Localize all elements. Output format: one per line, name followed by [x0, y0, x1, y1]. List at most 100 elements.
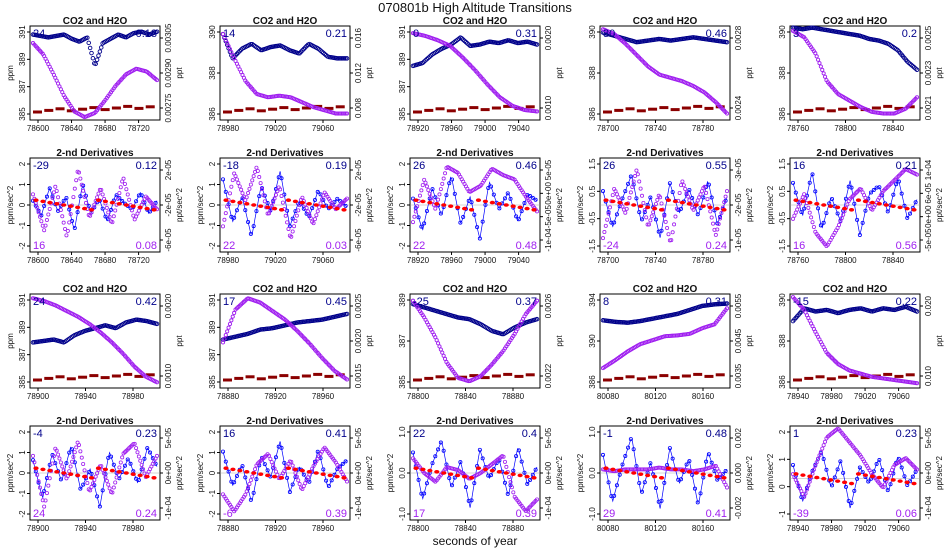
h2o-derivative-point: [797, 201, 802, 206]
co2-derivative-point: [480, 219, 485, 224]
x-tick-label: 79020: [264, 124, 287, 133]
panel-8: 2-nd Derivatives 78920 78960 79000 79040 -2 -1…: [386, 148, 564, 265]
panel-title: CO2 and H2O: [823, 284, 888, 295]
top-left-annotation: 26: [603, 160, 615, 172]
co2-derivative-point: [723, 468, 728, 473]
co2-derivative-point: [497, 206, 502, 211]
x-tick-label: 78940: [787, 392, 810, 401]
h2o-derivative-point: [511, 490, 516, 495]
h2o-derivative-point: [630, 184, 635, 189]
red-marker: [883, 476, 889, 481]
red-marker: [714, 474, 720, 479]
co2-derivative-point: [885, 488, 890, 493]
y-tick-label: -2: [208, 242, 217, 250]
co2-derivative-point: [891, 192, 896, 197]
h2o-derivative-point: [237, 184, 242, 189]
co2-derivative-point: [832, 475, 837, 480]
bottom-left-annotation: -6: [223, 508, 233, 520]
h2o-derivative-point: [915, 172, 920, 177]
h2o-derivative-point: [258, 181, 263, 186]
red-marker: [679, 468, 685, 473]
co2-derivative-point: [279, 445, 284, 450]
bottom-left-annotation: -24: [603, 240, 619, 252]
red-marker: [334, 474, 340, 479]
co2-point: [86, 40, 91, 46]
red-marker: [109, 200, 115, 205]
h2o-derivative-point: [613, 189, 618, 194]
co2-point: [515, 40, 520, 46]
h2o-point: [724, 111, 730, 116]
y-tick-label: 2: [208, 161, 217, 166]
panel-title: CO2 and H2O: [443, 16, 508, 27]
y2-tick-label: 5e-05: [544, 427, 553, 448]
y-tick-label: 1: [18, 450, 27, 455]
h2o-derivative-point: [99, 464, 104, 469]
co2-derivative-point: [818, 223, 823, 228]
top-right-annotation: 0.12: [136, 160, 157, 172]
red-marker: [427, 200, 433, 205]
h2o-derivative-point: [247, 186, 252, 191]
co2-derivative-point: [849, 185, 854, 190]
y2-tick-label: 0.00290: [164, 58, 173, 87]
co2-derivative-point: [243, 475, 248, 480]
co2-derivative-point: [888, 482, 893, 487]
h2o-derivative-point: [304, 206, 309, 211]
h2o-derivative-point: [297, 482, 302, 487]
co2-derivative-point: [128, 461, 133, 466]
y2-tick-label: 0.0035: [734, 363, 743, 388]
red-marker: [883, 203, 889, 207]
y-axis-label: ppm/sec^2: [6, 453, 15, 492]
co2-derivative-point: [103, 214, 108, 219]
h2o-derivative-point: [111, 485, 116, 490]
h2o-derivative-point: [305, 209, 310, 214]
co2-derivative-point: [153, 200, 158, 205]
h2o-derivative-point: [114, 475, 119, 480]
co2-derivative-point: [690, 472, 695, 477]
co2-derivative-point: [145, 446, 150, 451]
co2-derivative-point: [461, 215, 466, 220]
co2-derivative-point: [220, 177, 225, 182]
red-marker: [814, 202, 820, 206]
plot-frame: [409, 25, 541, 121]
bottom-left-annotation: -39: [793, 508, 809, 520]
co2-derivative-point: [709, 195, 714, 200]
h2o-derivative-point: [634, 168, 639, 173]
red-marker: [130, 204, 136, 208]
x-tick-label: 78880: [502, 392, 525, 401]
co2-derivative-point: [665, 462, 670, 467]
co2-derivative-point: [528, 194, 533, 199]
red-marker: [334, 206, 340, 211]
h2o-derivative-point: [230, 178, 235, 183]
h2o-derivative-point: [240, 191, 245, 196]
y-tick-label: 388: [778, 334, 787, 348]
y2-tick-label: -1e-04: [924, 496, 933, 520]
co2-derivative-point: [279, 176, 284, 181]
h2o-derivative-point: [839, 216, 844, 221]
y2-tick-label: -2e-05: [164, 193, 173, 217]
co2-derivative-point: [612, 493, 617, 498]
h2o-point: [724, 306, 730, 311]
h2o-derivative-point: [253, 467, 258, 472]
h2o-derivative-point: [605, 217, 610, 222]
red-marker: [448, 472, 454, 477]
co2-point: [336, 56, 341, 61]
red-marker: [793, 198, 799, 202]
h2o-derivative-point: [507, 475, 512, 480]
bottom-right-annotation: 0.03: [326, 240, 347, 252]
y2-tick-label: -6e-05: [354, 228, 363, 252]
h2o-derivative-point: [136, 454, 141, 459]
co2-derivative-point: [810, 172, 815, 177]
h2o-derivative-point: [51, 454, 56, 459]
co2-derivative-point: [860, 470, 865, 475]
co2-derivative-point: [846, 498, 851, 503]
h2o-derivative-point: [441, 176, 446, 181]
h2o-derivative-point: [47, 476, 52, 481]
co2-derivative-point: [687, 187, 692, 192]
red-marker: [434, 470, 440, 474]
h2o-derivative-point: [412, 214, 417, 219]
h2o-derivative-point: [807, 210, 812, 215]
h2o-point: [436, 341, 441, 346]
h2o-derivative-point: [44, 491, 49, 496]
co2-derivative-point: [905, 215, 910, 220]
co2-point: [154, 29, 160, 34]
